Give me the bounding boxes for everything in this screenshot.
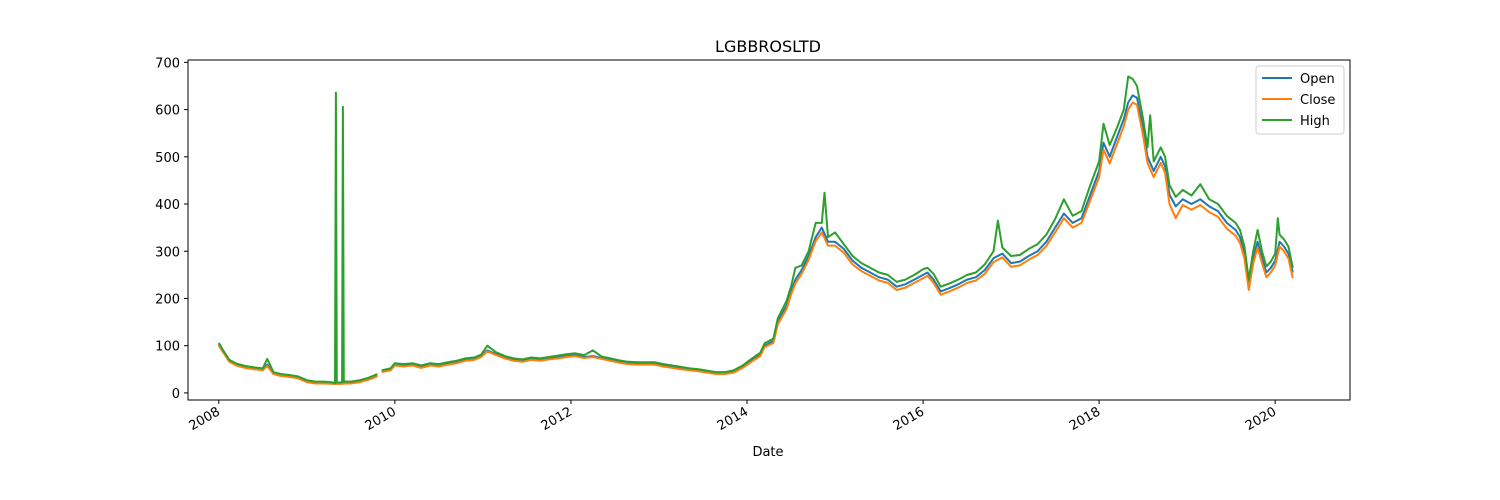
y-tick-label: 500 [155,151,180,166]
y-tick-label: 400 [155,198,180,213]
series-line-high-segment-2 [381,75,1294,374]
series-line-close-segment-1 [217,345,378,385]
legend-label-open: Open [1300,72,1335,87]
series-line-high-segment-1 [217,91,378,385]
y-tick-label: 100 [155,340,180,355]
y-tick-label: 300 [155,245,180,260]
x-axis-label: Date [752,445,783,460]
y-tick-label: 0 [172,387,180,402]
legend-label-high: High [1300,114,1330,129]
legend: Open Close High [1255,65,1345,135]
chart-title: LGBBROSLTD [715,37,821,56]
plot-area [217,75,1294,385]
y-tick-label: 200 [155,292,180,307]
series-line-close-segment-2 [381,101,1294,375]
legend-box [1255,65,1345,135]
y-tick-label: 600 [155,104,180,119]
y-axis: 0 100 200 300 400 500 600 700 [155,56,188,402]
y-tick-label: 700 [155,56,180,71]
legend-label-close: Close [1300,93,1335,108]
plot-frame [187,59,1351,401]
